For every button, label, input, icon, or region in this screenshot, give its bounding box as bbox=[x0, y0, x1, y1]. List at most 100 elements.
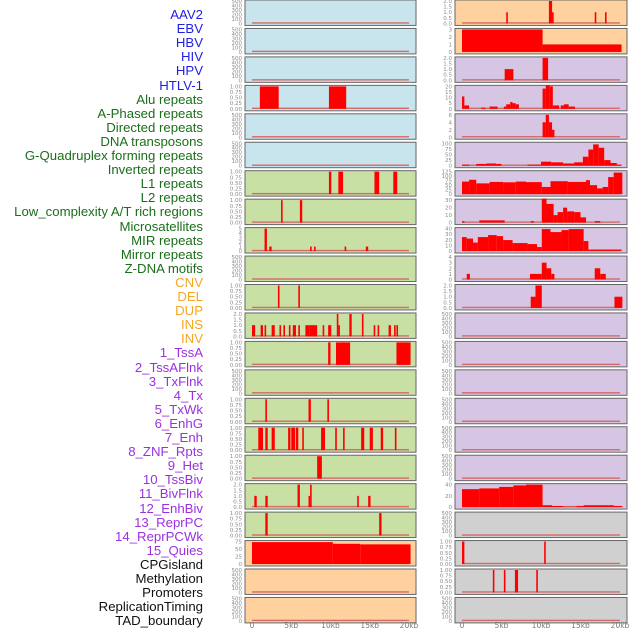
y-tick-label: 500 bbox=[232, 596, 243, 602]
panel-background bbox=[454, 596, 628, 624]
track-panel: 0.000.250.500.751.00 bbox=[440, 568, 628, 596]
y-tick-label: 2.0 bbox=[443, 284, 452, 290]
data-bar bbox=[563, 104, 569, 109]
y-tick-label: 0 bbox=[449, 50, 453, 56]
data-bar bbox=[466, 273, 470, 280]
data-bar bbox=[510, 102, 513, 109]
y-tick-label: 200 bbox=[442, 354, 453, 360]
y-tick-label: 0.50 bbox=[230, 522, 243, 528]
data-bar bbox=[327, 399, 329, 422]
data-bar bbox=[616, 164, 622, 166]
track-label: L1 repeats bbox=[140, 176, 203, 192]
data-bar bbox=[338, 325, 340, 337]
data-bar bbox=[344, 246, 347, 252]
y-tick-label: 2 bbox=[449, 35, 453, 41]
data-bar bbox=[582, 156, 589, 166]
data-bar bbox=[265, 399, 267, 422]
track-label: 5_TxWk bbox=[154, 401, 203, 417]
data-bar bbox=[550, 1, 553, 24]
y-tick-label: 500 bbox=[232, 568, 243, 574]
y-tick-label: 300 bbox=[442, 349, 453, 355]
data-bar bbox=[368, 495, 371, 508]
y-tick-label: 3 bbox=[239, 236, 243, 242]
baseline bbox=[252, 619, 409, 622]
track-label: 2_TssAFlnk bbox=[134, 359, 203, 375]
y-tick-label: 500 bbox=[232, 27, 243, 33]
y-tick-label: 1.0 bbox=[233, 323, 242, 329]
data-bar bbox=[512, 243, 528, 252]
panel-background bbox=[454, 312, 628, 339]
y-tick-label: 0.5 bbox=[443, 73, 452, 79]
data-bar bbox=[462, 164, 470, 166]
y-tick-label: 100 bbox=[442, 141, 453, 147]
y-tick-label: 100 bbox=[442, 529, 453, 535]
track-panel: 0 20 40 bbox=[445, 483, 628, 511]
data-bar bbox=[583, 241, 589, 252]
y-tick-label: 0.75 bbox=[230, 289, 243, 295]
track-panel: 0.000.250.500.751.00 bbox=[230, 397, 417, 426]
y-tick-label: 5 bbox=[449, 101, 453, 107]
data-bar bbox=[396, 325, 399, 337]
data-bar bbox=[597, 188, 603, 195]
y-tick-label: 500 bbox=[232, 0, 243, 5]
y-tick-label: 0.00 bbox=[230, 306, 243, 312]
y-tick-label: 25 bbox=[235, 555, 242, 561]
baseline bbox=[462, 619, 620, 622]
data-bar bbox=[328, 171, 332, 195]
y-tick-label: 300 bbox=[232, 378, 243, 384]
data-bar bbox=[563, 207, 568, 223]
baseline bbox=[252, 477, 409, 479]
data-bar bbox=[322, 325, 325, 337]
data-bar bbox=[561, 230, 569, 252]
y-tick-label: 0.25 bbox=[230, 215, 243, 221]
data-bar bbox=[473, 242, 478, 252]
data-bar bbox=[602, 186, 609, 195]
y-tick-label: 0.00 bbox=[440, 590, 453, 596]
y-tick-label: 1.5 bbox=[443, 5, 452, 11]
data-bar bbox=[288, 325, 291, 337]
y-tick-label: 2 bbox=[239, 240, 243, 246]
data-bar bbox=[530, 221, 534, 223]
x-tick-label: 10kb bbox=[532, 621, 551, 630]
y-tick-label: 1.0 bbox=[443, 67, 452, 73]
data-bar bbox=[568, 229, 584, 252]
data-bar bbox=[527, 244, 538, 252]
track-label: 11_BivFlnk bbox=[138, 486, 203, 502]
data-bar bbox=[259, 86, 279, 109]
data-bar bbox=[462, 96, 465, 109]
track-label: 1_TssA bbox=[159, 345, 203, 361]
y-tick-label: 0.50 bbox=[230, 465, 243, 471]
y-tick-label: 2.0 bbox=[443, 56, 452, 62]
data-bar bbox=[593, 144, 599, 166]
y-tick-label: 100 bbox=[232, 45, 243, 51]
baseline bbox=[252, 449, 409, 451]
y-tick-label: 200 bbox=[232, 382, 243, 388]
data-bar bbox=[349, 313, 352, 337]
y-tick-label: 1.00 bbox=[230, 198, 243, 204]
data-bar bbox=[271, 427, 275, 451]
data-bar bbox=[515, 104, 519, 109]
y-tick-label: 0 bbox=[239, 135, 243, 141]
y-tick-label: 1.00 bbox=[230, 284, 243, 290]
y-tick-label: 300 bbox=[442, 463, 453, 469]
track-label: 13_ReprPC bbox=[134, 514, 203, 530]
data-bar bbox=[589, 185, 598, 195]
panel-background bbox=[244, 284, 417, 311]
data-bar bbox=[295, 427, 299, 451]
y-tick-label: 20 bbox=[445, 238, 452, 244]
track-label: ReplicationTiming bbox=[98, 599, 203, 615]
data-bar bbox=[567, 211, 575, 223]
data-bar bbox=[567, 181, 587, 195]
y-tick-label: 0.25 bbox=[230, 528, 243, 534]
data-bar bbox=[506, 104, 511, 109]
y-tick-label: 400 bbox=[442, 601, 453, 607]
baseline bbox=[462, 107, 620, 109]
y-tick-label: 0.75 bbox=[230, 403, 243, 409]
y-tick-label: 0 bbox=[449, 619, 453, 625]
